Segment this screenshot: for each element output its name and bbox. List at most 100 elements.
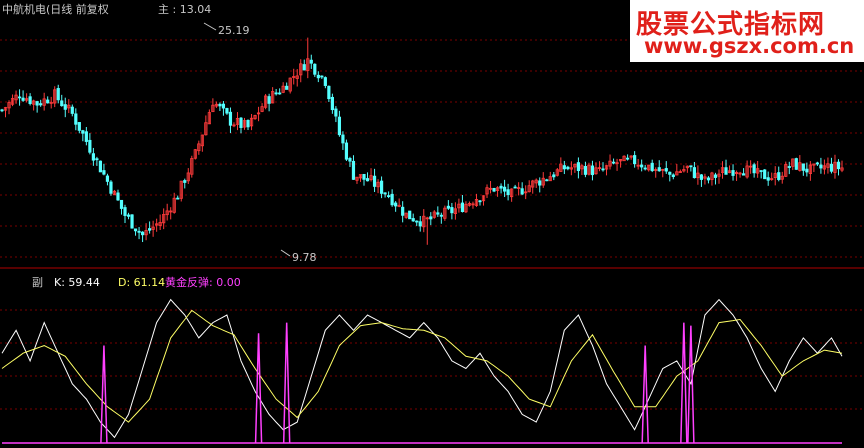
candle [77, 122, 81, 134]
candle-body [313, 63, 317, 75]
candle [510, 188, 514, 202]
gold-spike [254, 333, 263, 444]
candle [706, 176, 711, 184]
candle-body [365, 178, 370, 182]
watermark-background [630, 0, 864, 62]
candle [608, 154, 612, 170]
candle [805, 162, 809, 177]
candle-body [288, 77, 292, 92]
candle-body [351, 160, 356, 180]
candle-body [545, 179, 549, 182]
candle [432, 210, 436, 219]
candle-body [443, 207, 447, 219]
candle-body [527, 185, 531, 193]
candle-body [263, 95, 268, 108]
candle-body [538, 180, 542, 186]
candle-body [404, 212, 408, 218]
candle [450, 202, 454, 220]
candle [401, 201, 405, 223]
candle-body [460, 202, 465, 212]
candle-body [833, 161, 837, 173]
candle-body [618, 159, 623, 162]
candle [548, 171, 552, 182]
candle-body [706, 177, 711, 181]
candle [643, 165, 647, 171]
d-line [1, 309, 843, 423]
candle [731, 164, 735, 181]
candle-body [242, 120, 247, 128]
candle-body [464, 203, 468, 213]
gold-spike [100, 345, 108, 444]
candle [28, 93, 32, 106]
candle [415, 220, 419, 226]
candle-body [278, 92, 282, 95]
candle [46, 96, 50, 104]
candle-body [749, 165, 753, 168]
candle-body [249, 117, 254, 127]
candle [594, 162, 598, 175]
candle [429, 212, 433, 226]
candle [337, 110, 342, 137]
candle [320, 75, 324, 79]
candle-body [661, 168, 665, 171]
candle [387, 191, 391, 199]
candle-body [692, 167, 696, 179]
candle [826, 157, 830, 174]
candle [629, 155, 633, 160]
candle-body [615, 162, 619, 165]
candle-body [165, 210, 169, 216]
candle [112, 189, 117, 196]
candle [119, 199, 124, 215]
low-value: 9.78 [292, 251, 317, 264]
candle-body [7, 102, 11, 109]
candle [467, 201, 472, 207]
candle-body [559, 163, 563, 172]
candle [626, 154, 630, 161]
candle-body [362, 173, 366, 180]
candle [260, 103, 264, 113]
d-label: D: 61.14 [118, 276, 165, 289]
candle [618, 159, 623, 168]
candle [162, 208, 166, 230]
candle [791, 158, 795, 171]
candle-body [422, 215, 426, 228]
candle-body [387, 195, 391, 198]
candle [840, 160, 844, 173]
candle-body [197, 143, 201, 152]
candle [91, 147, 95, 166]
candle [682, 165, 686, 173]
candle-body [738, 172, 742, 175]
candle-body [418, 221, 422, 227]
candle [295, 69, 299, 87]
candle [242, 117, 247, 130]
gold-spike [687, 325, 695, 444]
candle [794, 157, 798, 170]
candle-body [77, 122, 81, 131]
candle [35, 100, 39, 113]
k-label: K: 59.44 [54, 276, 100, 289]
candle-body [819, 164, 823, 169]
candle-body [0, 109, 4, 112]
candle-body [752, 164, 756, 174]
candle-body [225, 108, 229, 114]
candle-body [590, 165, 595, 176]
candle-body [88, 139, 92, 153]
candle [566, 165, 570, 171]
candle-body [474, 199, 479, 206]
candle-body [274, 92, 278, 95]
candle-body [271, 91, 275, 104]
candle-body [506, 189, 510, 196]
candle [819, 157, 823, 174]
candle-body [552, 174, 556, 178]
candle-body [394, 202, 398, 207]
candle [299, 59, 303, 83]
candle-body [281, 85, 285, 93]
candle [60, 94, 64, 107]
main-value-label: 主 : 13.04 [158, 3, 211, 16]
candle-body [450, 207, 454, 214]
candle [815, 161, 819, 166]
candle [25, 93, 29, 103]
candle-body [829, 163, 834, 172]
candle-body [517, 187, 521, 189]
candle [316, 71, 320, 83]
